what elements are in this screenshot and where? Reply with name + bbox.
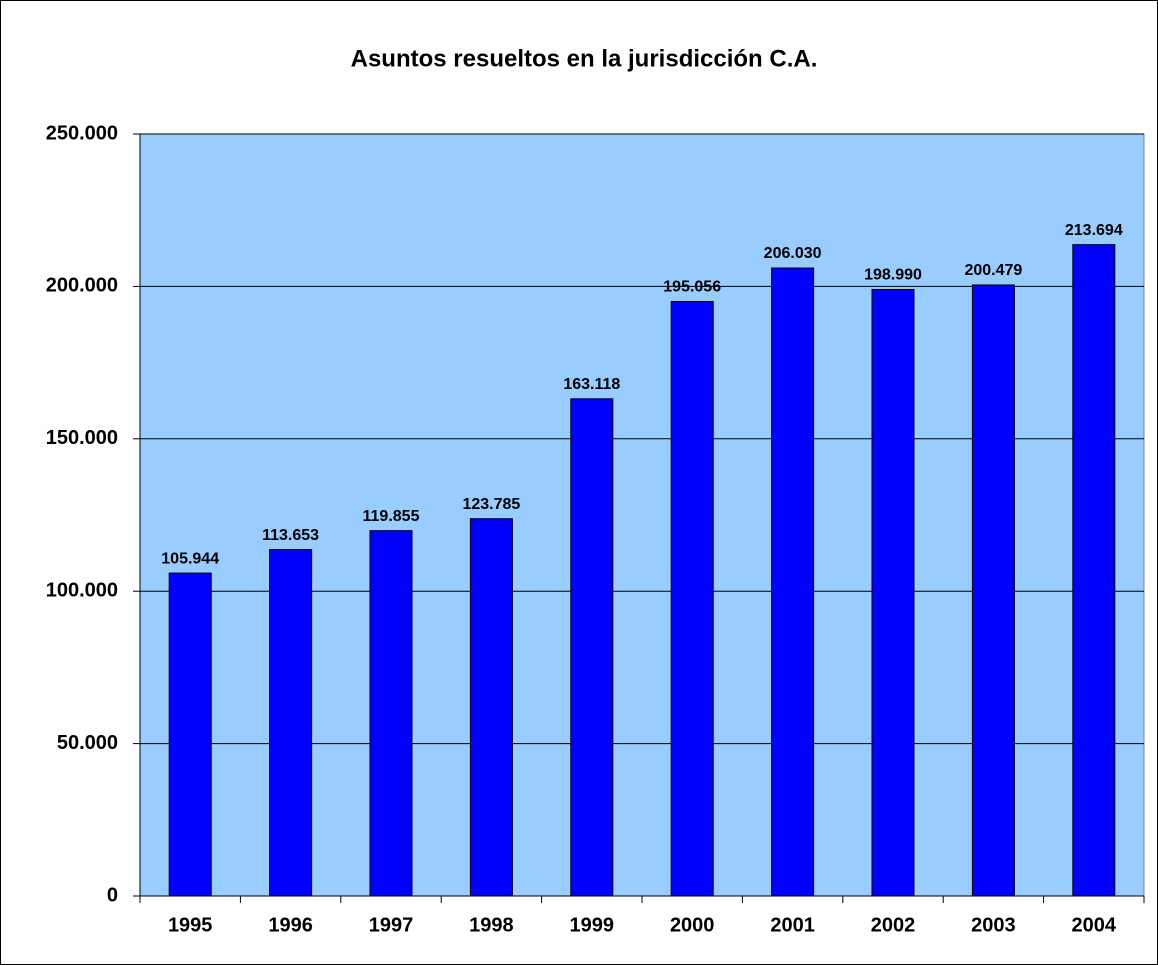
- x-tick-label: 2003: [971, 914, 1016, 936]
- x-tick-label: 2000: [670, 914, 715, 936]
- bar: [771, 267, 815, 897]
- x-tick-label: 1997: [369, 914, 414, 936]
- bar: [1072, 244, 1116, 897]
- x-tick-label: 2001: [770, 914, 815, 936]
- x-tick-label: 1996: [268, 914, 313, 936]
- data-label: 195.056: [663, 279, 721, 296]
- x-tick-label: 2002: [871, 914, 916, 936]
- x-tick-label: 1998: [469, 914, 514, 936]
- data-label: 163.118: [563, 376, 620, 393]
- x-tick-label: 1995: [168, 914, 213, 936]
- y-tick-label: 150.000: [46, 427, 118, 449]
- x-tick-label: 2004: [1072, 914, 1117, 936]
- x-tick-label: 1999: [570, 914, 615, 936]
- data-label: 200.479: [964, 262, 1022, 279]
- data-label: 213.694: [1065, 222, 1123, 239]
- y-tick-label: 250.000: [46, 122, 118, 144]
- bar: [871, 288, 915, 897]
- y-tick-label: 50.000: [57, 732, 118, 754]
- bar: [469, 518, 513, 897]
- data-label: 206.030: [764, 245, 822, 262]
- data-label: 113.653: [262, 527, 319, 544]
- bar: [670, 300, 714, 897]
- y-tick-label: 100.000: [46, 579, 118, 601]
- data-label: 198.990: [864, 267, 922, 284]
- chart-title: Asuntos resueltos en la jurisdicción C.A…: [351, 45, 818, 72]
- bar: [369, 530, 413, 897]
- bar: [971, 284, 1015, 897]
- data-label: 119.855: [363, 508, 420, 525]
- data-label: 105.944: [161, 550, 219, 567]
- y-tick-label: 200.000: [46, 275, 118, 297]
- y-tick-label: 0: [107, 884, 118, 906]
- bar: [570, 398, 614, 897]
- data-label: 123.785: [462, 496, 520, 513]
- bar: [168, 572, 212, 897]
- bar: [269, 549, 313, 897]
